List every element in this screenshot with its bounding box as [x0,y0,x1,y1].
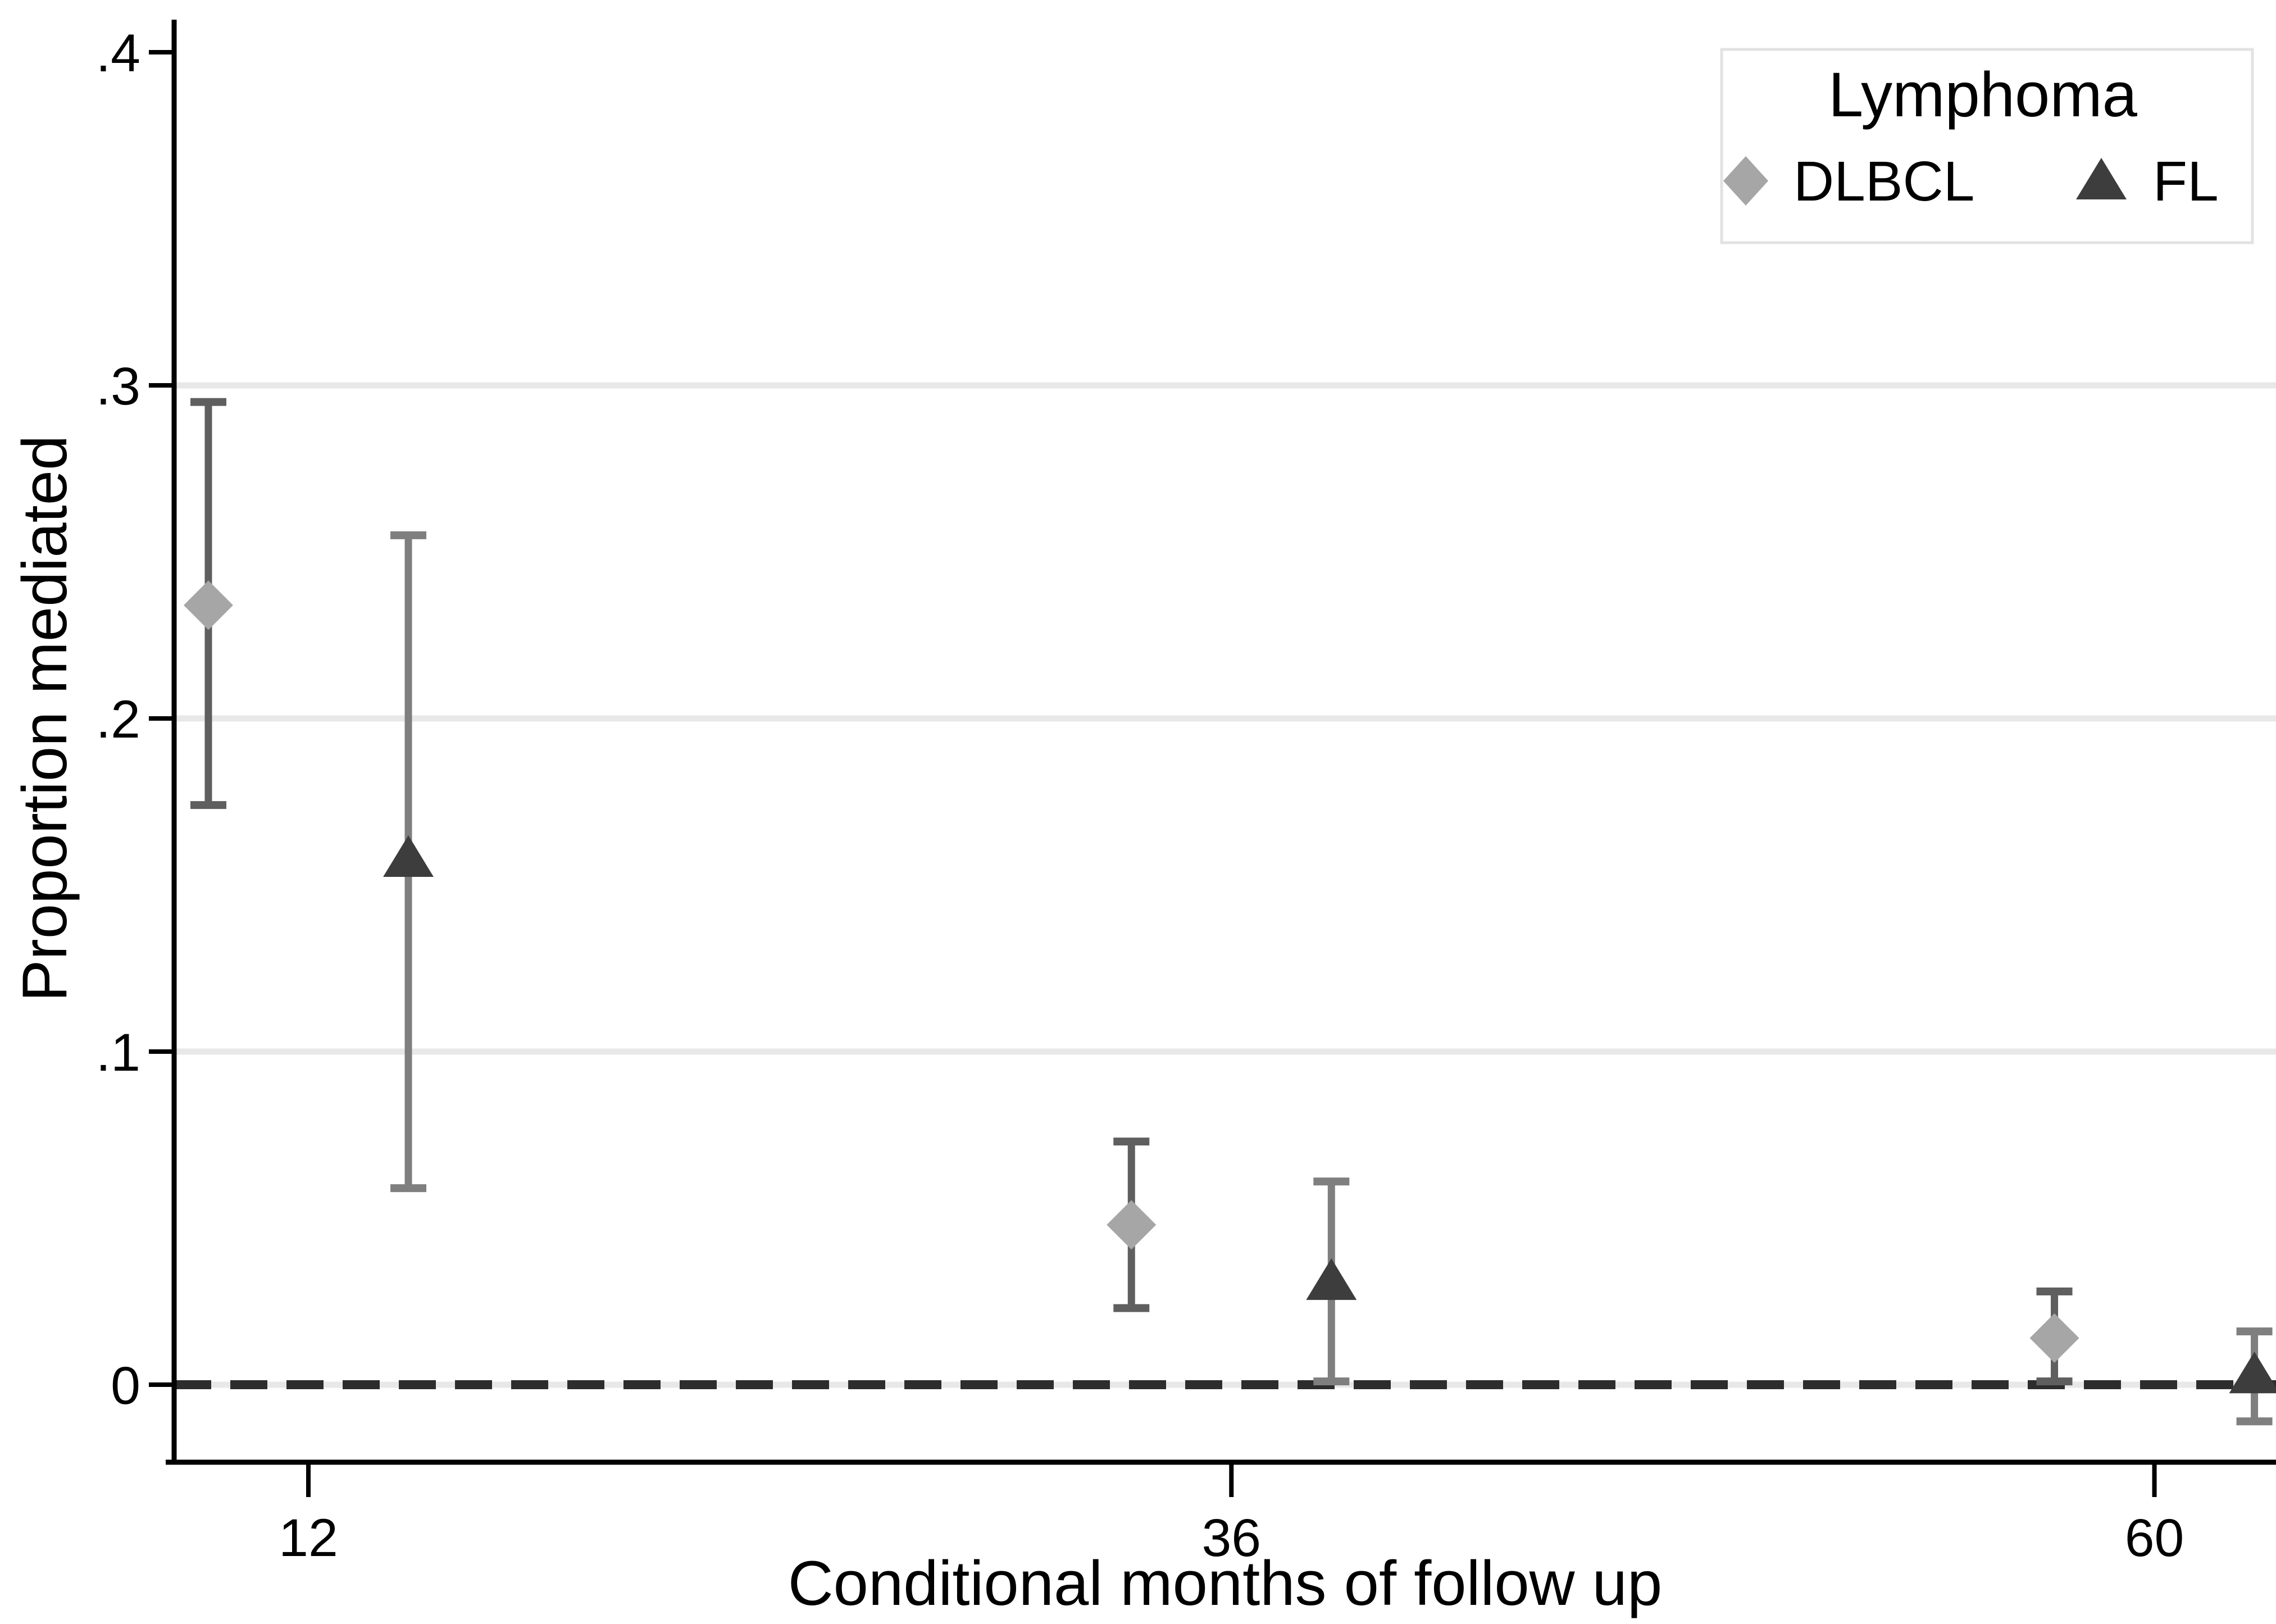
y-tick-label-.2: .2 [96,690,140,749]
fl-point-36 [1306,1177,1357,1386]
diamond-marker [1107,1200,1157,1250]
tick-marks-and-labels-layer: 0 .1 .2 .3 .4 12 36 60 [96,24,2184,1568]
y-tick-label-.3: .3 [96,357,140,416]
triangle-marker [383,835,434,877]
diamond-marker [2029,1313,2079,1363]
diamond-icon [1723,156,1768,206]
fl-point-12 [383,531,434,1193]
x-tick-label-60: 60 [2125,1508,2184,1568]
data-series-layer [183,398,2276,1426]
y-axis-title: Proportion mediated [10,435,80,1002]
dlbcl-point-60 [2029,1287,2079,1386]
series-dlbcl [183,398,2079,1386]
series-fl [383,531,2276,1426]
x-tick-label-12: 12 [279,1508,338,1568]
legend-entry-dlbcl: DLBCL [1794,150,1974,213]
gridlines-layer [174,382,2276,1388]
x-axis-title: Conditional months of follow up [788,1548,1662,1618]
legend-title: Lymphoma [1828,60,2138,130]
dlbcl-point-36 [1107,1138,1157,1312]
x-tick-label-36: 36 [1201,1508,1261,1568]
legend-box [1720,48,2254,244]
dlbcl-point-12 [183,398,233,809]
axes-layer [166,20,2276,1465]
y-tick-label-.1: .1 [96,1023,140,1082]
triangle-marker [1306,1258,1357,1300]
triangle-marker [2229,1352,2276,1394]
triangle-icon [2076,158,2127,199]
diamond-marker [183,580,233,630]
y-tick-label-0: 0 [111,1356,140,1416]
fl-point-60 [2229,1327,2276,1426]
legend-entry-fl: FL [2153,150,2219,213]
legend: Lymphoma DLBCL FL [1720,48,2254,244]
y-tick-label-.4: .4 [96,24,140,83]
